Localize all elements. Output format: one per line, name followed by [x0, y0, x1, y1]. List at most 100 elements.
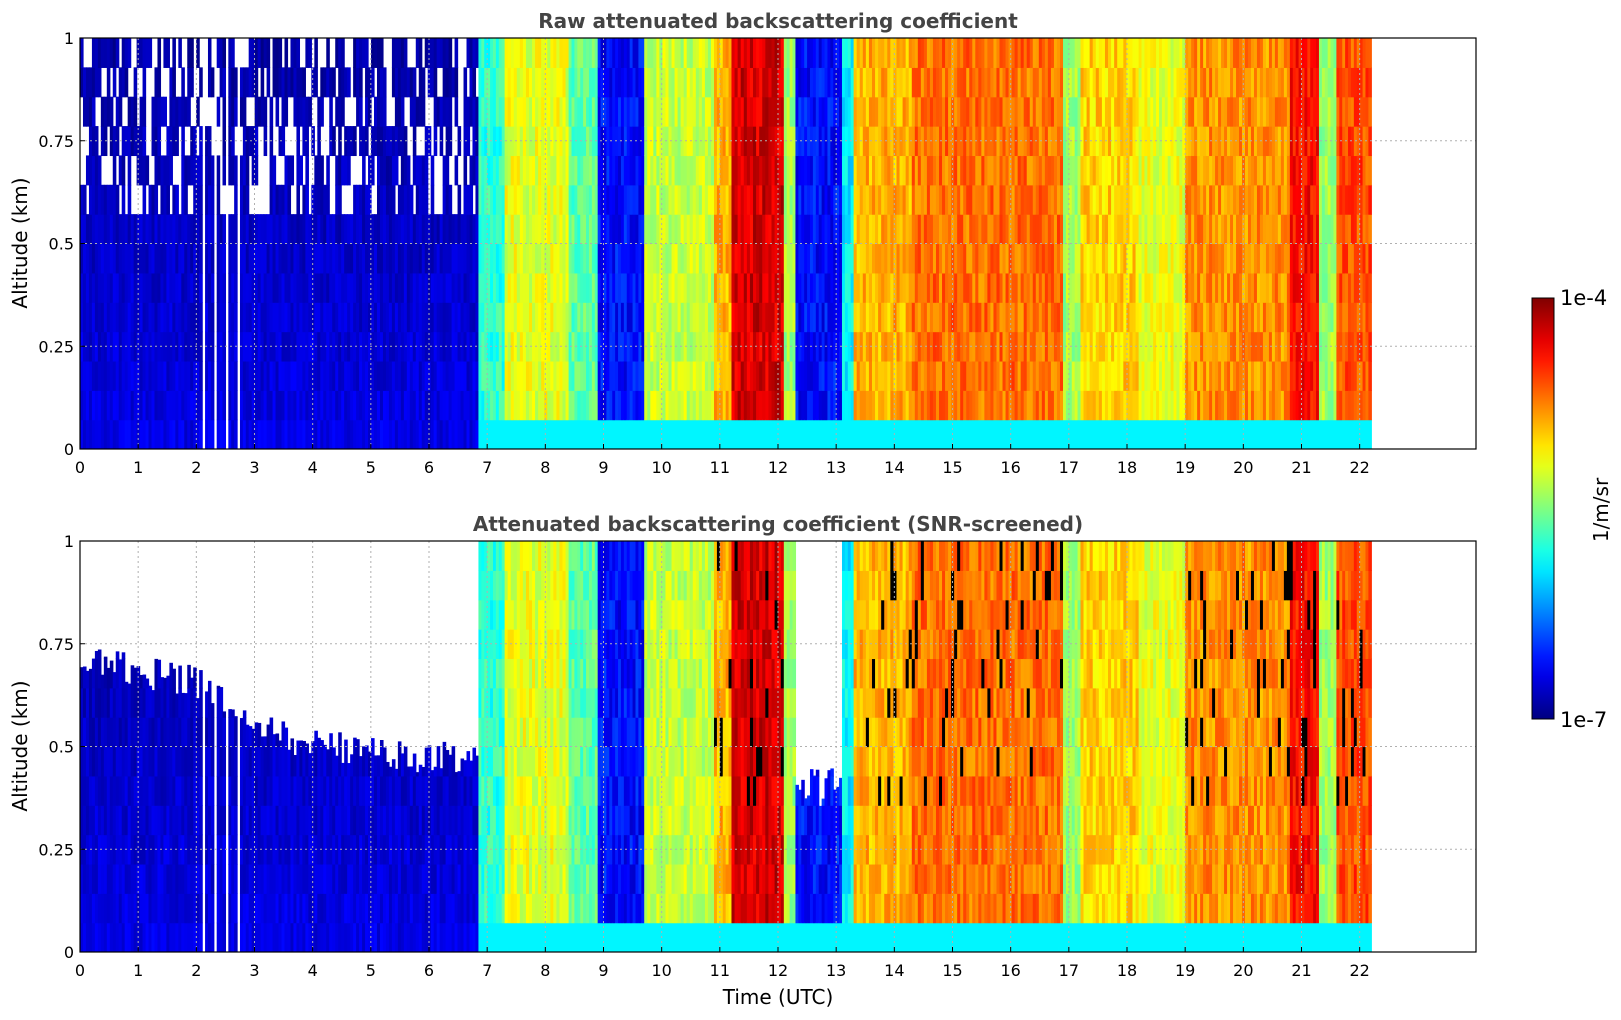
raw-heatmap-cell — [762, 155, 766, 186]
raw-heatmap-cell — [594, 96, 599, 127]
raw-heatmap-cell — [115, 243, 120, 274]
raw-heatmap-cell — [196, 96, 200, 127]
raw-heatmap-cell — [1038, 390, 1043, 421]
raw-heatmap-cell — [1005, 331, 1010, 362]
raw-heatmap-cell — [987, 38, 992, 68]
raw-heatmap-cell — [777, 243, 782, 274]
raw-heatmap-cell — [887, 38, 891, 68]
raw-heatmap-cell — [368, 67, 372, 98]
raw-heatmap-cell — [692, 126, 697, 157]
raw-heatmap-cell — [905, 184, 910, 215]
raw-heatmap-cell — [385, 184, 390, 215]
raw-heatmap-cell — [317, 419, 321, 449]
raw-heatmap-cell — [818, 38, 823, 68]
raw-heatmap-cell — [714, 214, 718, 245]
raw-heatmap-cell — [391, 331, 396, 362]
raw-heatmap-cell — [1050, 155, 1055, 186]
raw-heatmap-cell — [1074, 214, 1079, 245]
raw-heatmap-cell — [85, 67, 90, 98]
raw-heatmap-cell — [641, 360, 645, 391]
raw-heatmap-cell — [254, 302, 259, 333]
raw-heatmap-cell — [436, 243, 441, 274]
raw-heatmap-cell — [674, 96, 679, 127]
raw-heatmap-cell — [439, 419, 444, 449]
raw-heatmap-cell — [638, 214, 642, 245]
raw-heatmap-cell — [680, 38, 685, 68]
raw-heatmap-cell — [692, 243, 697, 274]
raw-heatmap-cell — [284, 360, 289, 391]
raw-heatmap-cell — [827, 360, 831, 391]
raw-heatmap-cell — [397, 67, 402, 98]
raw-heatmap-cell — [1026, 272, 1031, 303]
raw-heatmap-cell — [824, 67, 829, 98]
raw-heatmap-cell — [629, 184, 634, 215]
raw-heatmap-cell — [1035, 155, 1040, 186]
raw-heatmap-cell — [878, 390, 882, 421]
raw-heatmap-cell — [427, 331, 432, 362]
raw-heatmap-cell — [798, 302, 802, 333]
raw-heatmap-cell — [774, 38, 779, 68]
raw-heatmap-cell — [996, 302, 1001, 333]
raw-heatmap-cell — [759, 67, 763, 98]
raw-heatmap-cell — [765, 390, 770, 421]
raw-heatmap-cell — [1188, 419, 1192, 449]
raw-heatmap-cell — [507, 390, 512, 421]
raw-heatmap-cell — [626, 302, 631, 333]
raw-heatmap-cell — [1141, 331, 1146, 362]
raw-heatmap-cell — [317, 96, 321, 127]
raw-heatmap-cell — [629, 272, 634, 303]
raw-heatmap-cell — [801, 38, 805, 68]
raw-heatmap-cell — [287, 390, 292, 421]
raw-heatmap-cell — [314, 38, 318, 68]
raw-heatmap-cell — [701, 67, 706, 98]
raw-heatmap-cell — [350, 302, 354, 333]
raw-heatmap-cell — [920, 96, 925, 127]
raw-heatmap-cell — [513, 155, 518, 186]
raw-heatmap-cell — [1098, 419, 1103, 449]
raw-heatmap-cell — [1089, 243, 1094, 274]
raw-heatmap-cell — [768, 67, 773, 98]
raw-heatmap-cell — [1191, 272, 1195, 303]
raw-heatmap-cell — [671, 302, 676, 333]
raw-heatmap-cell — [674, 302, 679, 333]
raw-heatmap-cell — [97, 272, 102, 303]
raw-heatmap-cell — [94, 214, 99, 245]
raw-heatmap-cell — [326, 67, 330, 98]
raw-heatmap-cell — [683, 302, 688, 333]
raw-heatmap-cell — [347, 214, 351, 245]
raw-heatmap-cell — [1017, 390, 1022, 421]
raw-heatmap-cell — [1108, 302, 1112, 333]
raw-heatmap-cell — [272, 390, 277, 421]
raw-heatmap-cell — [1117, 184, 1121, 215]
raw-heatmap-cell — [740, 302, 745, 333]
raw-heatmap-cell — [1144, 243, 1148, 274]
raw-heatmap-cell — [993, 272, 998, 303]
raw-heatmap-cell — [157, 155, 162, 186]
raw-heatmap-cell — [704, 96, 709, 127]
raw-heatmap-cell — [160, 331, 165, 362]
raw-heatmap-cell — [1017, 272, 1022, 303]
raw-heatmap-cell — [833, 38, 837, 68]
raw-heatmap-cell — [190, 155, 194, 186]
raw-heatmap-cell — [148, 419, 153, 449]
raw-heatmap-cell — [1047, 272, 1052, 303]
raw-heatmap-cell — [600, 155, 605, 186]
raw-heatmap-cell — [507, 155, 512, 186]
raw-heatmap-cell — [1059, 419, 1064, 449]
raw-heatmap-cell — [475, 302, 480, 333]
raw-heatmap-cell — [632, 67, 637, 98]
raw-heatmap-cell — [1026, 96, 1031, 127]
raw-heatmap-cell — [507, 126, 512, 157]
raw-heatmap-cell — [166, 126, 170, 157]
raw-heatmap-cell — [935, 184, 940, 215]
raw-heatmap-cell — [516, 126, 521, 157]
raw-heatmap-cell — [103, 272, 108, 303]
raw-heatmap-cell — [1026, 302, 1031, 333]
raw-heatmap-cell — [484, 272, 488, 303]
raw-heatmap-cell — [1111, 360, 1115, 391]
raw-heatmap-cell — [484, 38, 488, 68]
raw-heatmap-cell — [91, 331, 96, 362]
raw-heatmap-cell — [1035, 390, 1040, 421]
raw-heatmap-cell — [990, 302, 995, 333]
raw-heatmap-cell — [1144, 419, 1148, 449]
